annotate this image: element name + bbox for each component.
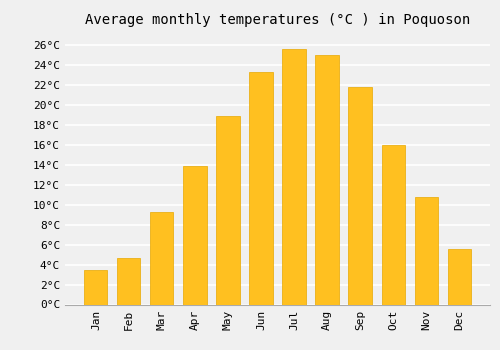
Bar bbox=[414, 197, 438, 304]
Bar bbox=[250, 72, 272, 304]
Bar bbox=[448, 248, 470, 304]
Bar bbox=[184, 166, 206, 304]
Bar bbox=[282, 49, 306, 304]
Bar bbox=[84, 270, 108, 304]
Title: Average monthly temperatures (°C ) in Poquoson: Average monthly temperatures (°C ) in Po… bbox=[85, 13, 470, 27]
Bar bbox=[348, 87, 372, 304]
Bar bbox=[118, 258, 141, 304]
Bar bbox=[216, 116, 240, 304]
Bar bbox=[150, 212, 174, 304]
Bar bbox=[316, 55, 338, 304]
Bar bbox=[382, 145, 404, 304]
